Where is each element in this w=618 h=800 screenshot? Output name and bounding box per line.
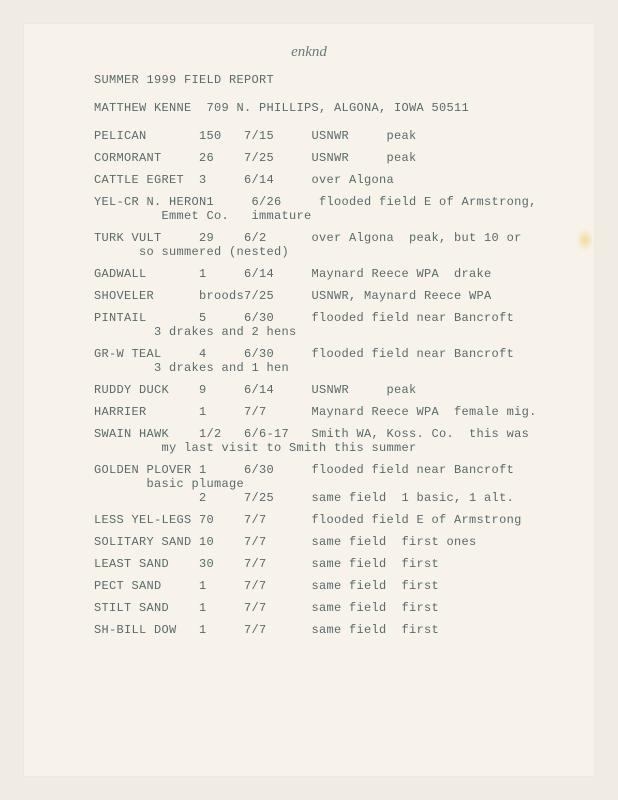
observation-row: SH-BILL DOW 1 7/7 same field first (94, 624, 594, 636)
report-title: SUMMER 1999 FIELD REPORT (94, 74, 594, 86)
observation-row: SOLITARY SAND 10 7/7 same field first on… (94, 536, 594, 548)
observation-row: RUDDY DUCK 9 6/14 USNWR peak (94, 384, 594, 396)
observation-row: YEL-CR N. HERON1 6/26 flooded field E of… (94, 196, 594, 208)
observation-row: CORMORANT 26 7/25 USNWR peak (94, 152, 594, 164)
observation-row: CATTLE EGRET 3 6/14 over Algona (94, 174, 594, 186)
stain (576, 229, 594, 251)
handwritten-annotation: enknd (291, 44, 327, 61)
observation-row: SHOVELER broods7/25 USNWR, Maynard Reece… (94, 290, 594, 302)
observation-subline: so summered (nested) (94, 246, 594, 258)
observation-row: GOLDEN PLOVER 1 6/30 flooded field near … (94, 464, 594, 476)
observation-row: GADWALL 1 6/14 Maynard Reece WPA drake (94, 268, 594, 280)
observation-subline: 3 drakes and 1 hen (94, 362, 594, 374)
observation-row: SWAIN HAWK 1/2 6/6-17 Smith WA, Koss. Co… (94, 428, 594, 440)
observation-row: LEAST SAND 30 7/7 same field first (94, 558, 594, 570)
observation-row: PELICAN 150 7/15 USNWR peak (94, 130, 594, 142)
observation-row: PECT SAND 1 7/7 same field first (94, 580, 594, 592)
page: enknd SUMMER 1999 FIELD REPORT MATTHEW K… (24, 24, 594, 776)
observation-row: TURK VULT 29 6/2 over Algona peak, but 1… (94, 232, 594, 244)
observation-subline: Emmet Co. immature (94, 210, 594, 222)
observation-row: GR-W TEAL 4 6/30 flooded field near Banc… (94, 348, 594, 360)
observation-subline: my last visit to Smith this summer (94, 442, 594, 454)
author-line: MATTHEW KENNE 709 N. PHILLIPS, ALGONA, I… (94, 102, 594, 114)
observation-row: LESS YEL-LEGS 70 7/7 flooded field E of … (94, 514, 594, 526)
observation-list: PELICAN 150 7/15 USNWR peak CORMORANT 26 … (94, 130, 594, 636)
observation-subline: basic plumage (94, 478, 594, 490)
observation-extra: 2 7/25 same field 1 basic, 1 alt. (94, 492, 594, 504)
observation-subline: 3 drakes and 2 hens (94, 326, 594, 338)
observation-row: HARRIER 1 7/7 Maynard Reece WPA female m… (94, 406, 594, 418)
observation-row: STILT SAND 1 7/7 same field first (94, 602, 594, 614)
observation-row: PINTAIL 5 6/30 flooded field near Bancro… (94, 312, 594, 324)
